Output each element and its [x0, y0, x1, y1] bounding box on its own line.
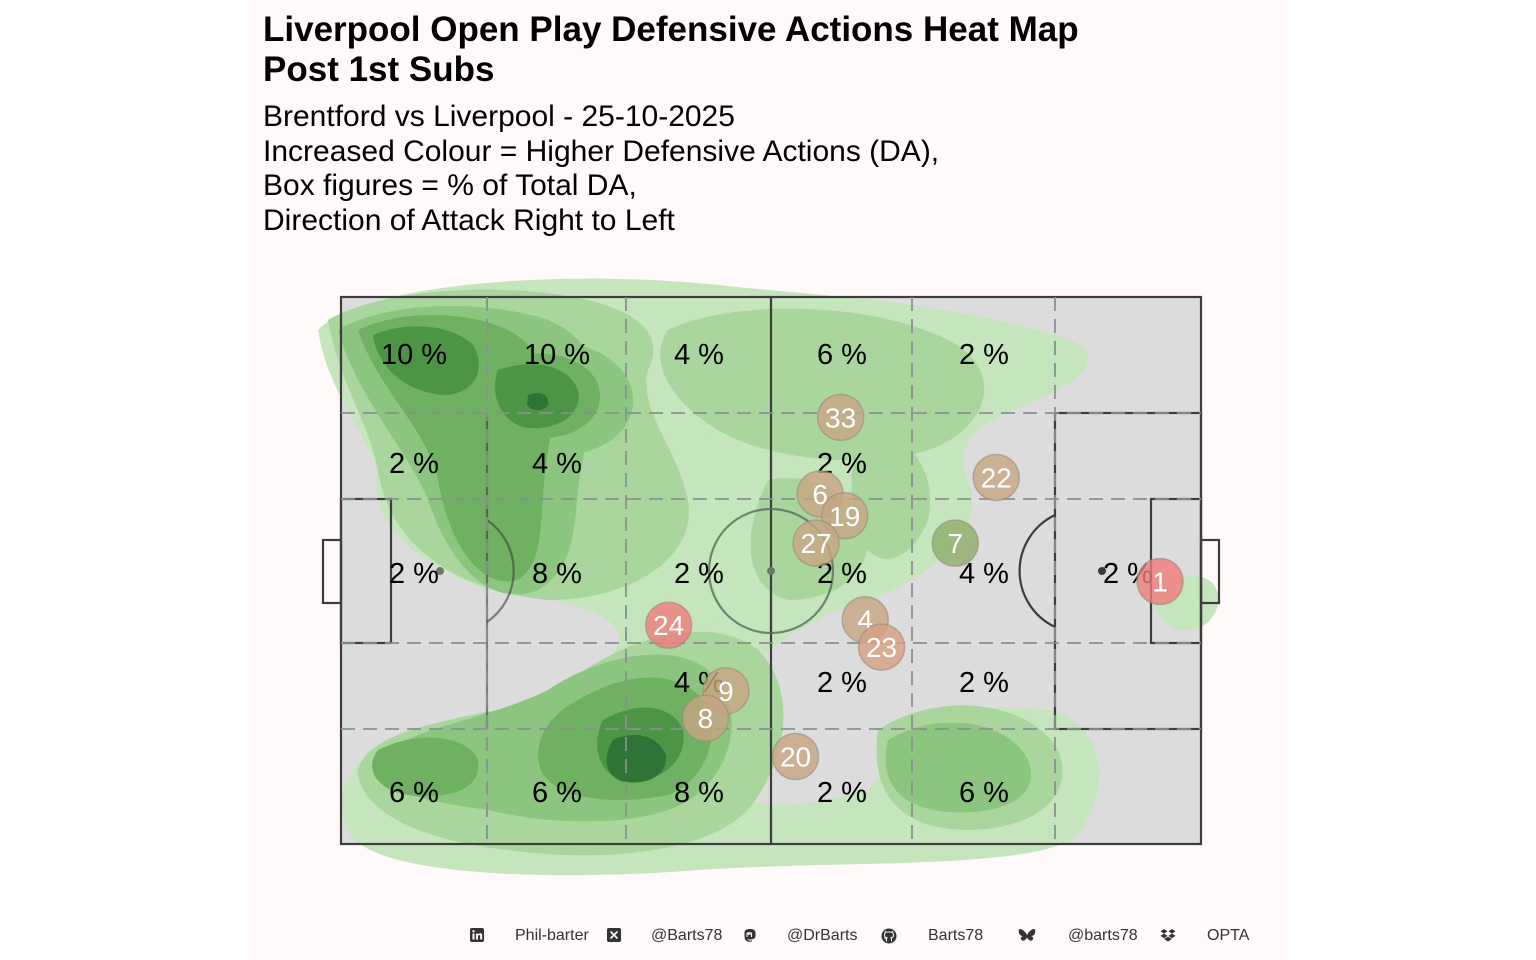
linkedin-icon[interactable] — [470, 924, 484, 942]
subtitle-line-3: Box figures = % of Total DA, — [263, 169, 637, 202]
x-label: @Barts78 — [651, 927, 723, 944]
player-number: 7 — [947, 528, 963, 559]
player-circle — [792, 519, 840, 567]
chart-canvas: Liverpool Open Play Defensive Actions He… — [248, 0, 1288, 960]
player-circle — [857, 623, 906, 671]
density-level-6 — [527, 393, 667, 783]
zone-label: 2 % — [959, 667, 1009, 699]
linkedin-label: Phil-barter — [515, 927, 589, 944]
zone-label: 2 % — [817, 667, 867, 699]
player-number: 20 — [780, 741, 811, 772]
mastodon-icon[interactable] — [743, 924, 757, 942]
left-penalty-spot — [436, 567, 444, 575]
player-circle — [931, 519, 980, 567]
zone-label: 8 % — [674, 777, 724, 809]
bluesky-icon[interactable] — [1018, 924, 1036, 944]
zone-label: 6 % — [532, 777, 582, 809]
player-number: 27 — [800, 528, 831, 559]
zone-label: 8 % — [532, 558, 582, 590]
player-marker: 1 — [1136, 557, 1184, 606]
player-number: 19 — [829, 501, 860, 532]
chart-subtitle: Brentford vs Liverpool - 25-10-2025 Incr… — [263, 100, 939, 238]
title-line-1: Liverpool Open Play Defensive Actions He… — [263, 10, 1079, 49]
player-marker: 20 — [771, 732, 820, 781]
player-marker: 22 — [972, 453, 1020, 502]
right-penalty-arc — [1018, 514, 1056, 628]
player-number: 24 — [653, 610, 684, 641]
centre-spot — [767, 567, 775, 575]
left-goal — [321, 538, 343, 605]
player-number: 23 — [866, 632, 897, 663]
player-marker: 27 — [792, 519, 840, 567]
footer-credits: Phil-barter @Barts78 @DrBarts Barts78 @b… — [248, 924, 1288, 948]
zone-label: 2 % — [674, 558, 724, 590]
player-marker: 23 — [857, 623, 906, 671]
zone-label: 10 % — [381, 339, 447, 371]
centre-circle — [707, 507, 835, 635]
zone-labels: 10 % 10 % 4 % 6 % 2 %2 % 4 % 2 %2 % 8 % 2 % 2 % 4 … — [381, 339, 1153, 809]
dropbox-label: OPTA — [1207, 927, 1250, 944]
right-penalty-spot — [1098, 567, 1106, 575]
subtitle-line-2: Increased Colour = Higher Defensive Acti… — [263, 134, 940, 168]
zone-label: 4 % — [674, 339, 724, 371]
player-number: 8 — [698, 703, 714, 734]
player-circle — [681, 694, 730, 742]
player-circle — [816, 393, 865, 442]
zone-label: 6 % — [959, 777, 1009, 809]
left-penalty-arc — [486, 519, 515, 623]
player-marker: 33 — [816, 393, 865, 442]
right-goal — [1199, 538, 1221, 605]
bluesky-label: @barts78 — [1068, 927, 1138, 944]
zone-label: 10 % — [524, 339, 590, 371]
title-line-2: Post 1st Subs — [263, 50, 495, 89]
player-circle — [771, 732, 820, 781]
zone-label: 6 % — [389, 777, 439, 809]
zone-label: 4 % — [532, 448, 582, 480]
subtitle-line-1: Brentford vs Liverpool - 25-10-2025 — [263, 100, 735, 133]
zone-label: 2 % — [959, 339, 1009, 371]
mastodon-label: @DrBarts — [787, 927, 858, 944]
zone-label: 2 % — [817, 777, 867, 809]
github-label: Barts78 — [928, 927, 984, 944]
player-number: 1 — [1152, 566, 1168, 597]
player-circle — [972, 453, 1020, 502]
player-marker: 8 — [681, 694, 730, 742]
x-icon[interactable] — [607, 924, 621, 942]
player-circle — [1136, 557, 1184, 606]
player-number: 33 — [825, 402, 856, 433]
zone-label: 6 % — [817, 339, 867, 371]
player-marker: 24 — [644, 601, 693, 649]
dropbox-icon[interactable] — [1160, 924, 1176, 943]
player-number: 6 — [812, 479, 828, 510]
zone-grid — [341, 297, 1201, 844]
github-icon[interactable] — [881, 924, 897, 944]
chart-title: Liverpool Open Play Defensive Actions He… — [263, 10, 1079, 90]
player-circle — [644, 601, 693, 649]
player-number: 22 — [981, 463, 1012, 494]
zone-label: 2 % — [389, 448, 439, 480]
player-marker: 7 — [931, 519, 980, 567]
pitch-heatmap: 10 % 10 % 4 % 6 % 2 %2 % 4 % 2 %2 % 8 % 2 % 2 % 4 … — [318, 278, 1221, 876]
zone-label: 2 % — [389, 558, 439, 590]
player-number: 9 — [718, 676, 734, 707]
subtitle-line-4: Direction of Attack Right to Left — [263, 203, 675, 237]
